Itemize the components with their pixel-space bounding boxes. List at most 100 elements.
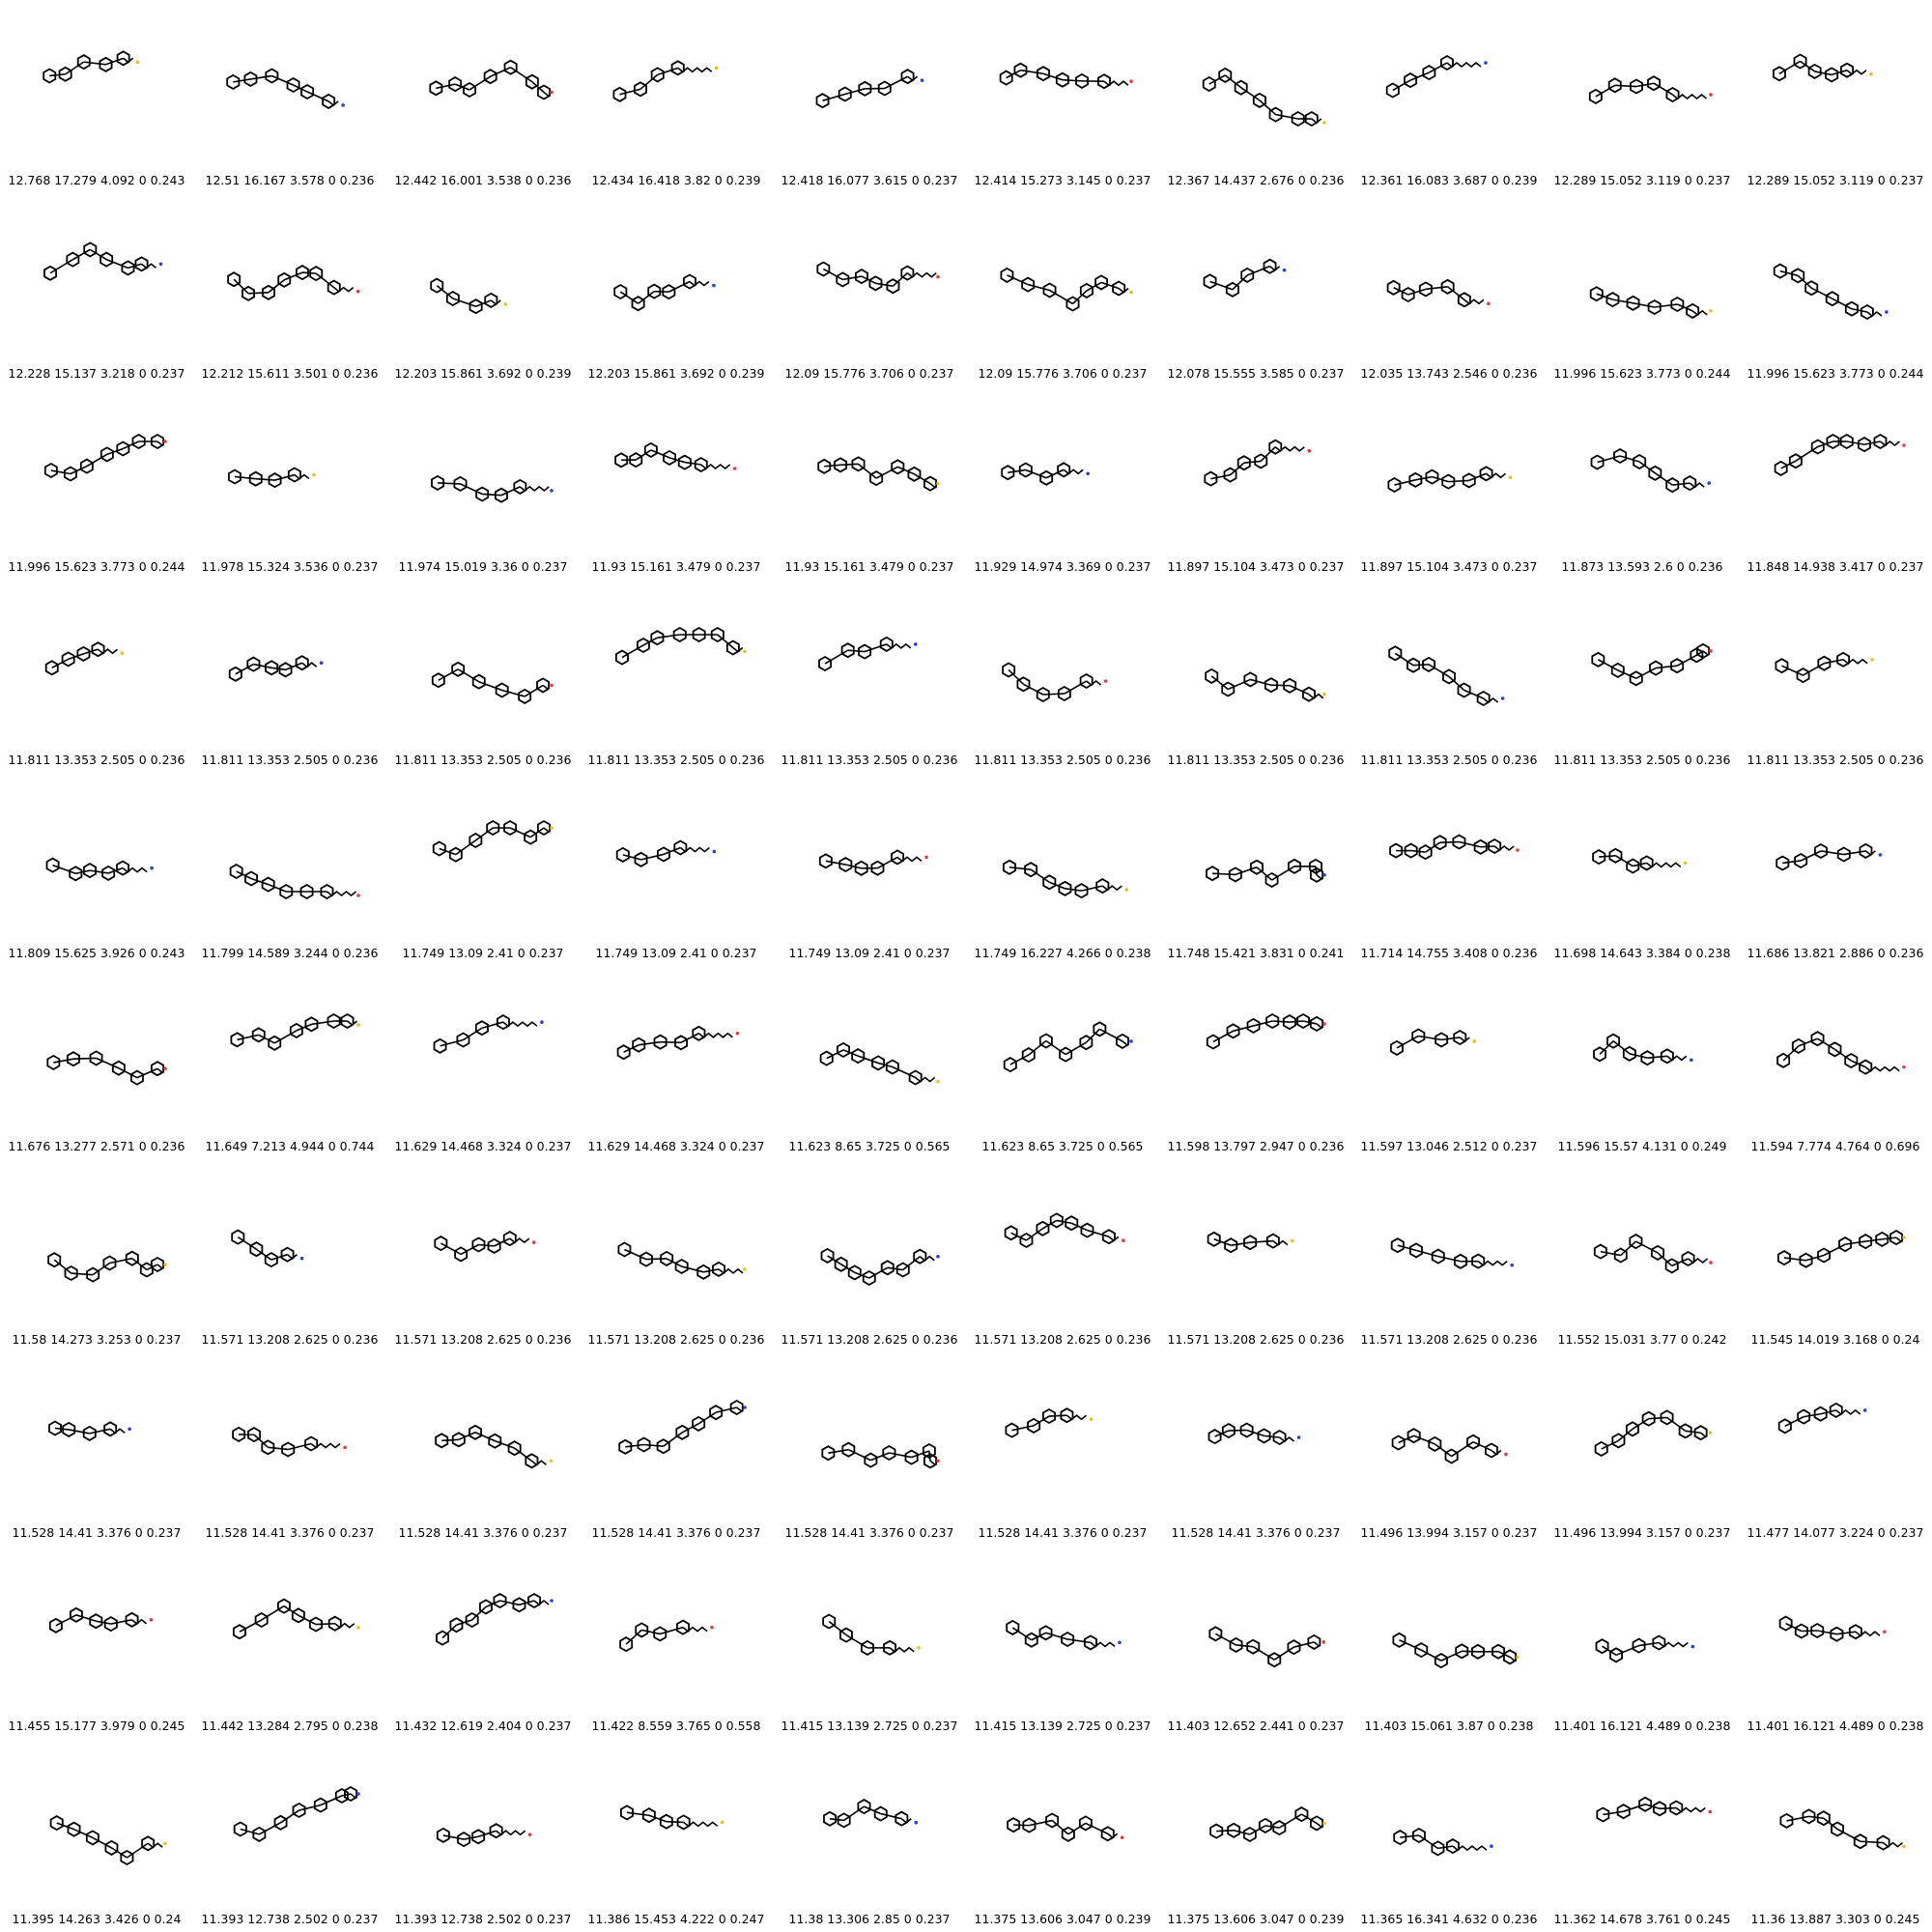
heteroatom (356, 1625, 360, 1630)
chain-bond (1810, 287, 1833, 299)
chain-bond (65, 61, 85, 75)
molecule-structure (1594, 1409, 1713, 1457)
ring-bond (885, 1059, 899, 1075)
chain-bond (1860, 1840, 1884, 1844)
chain-bond (110, 1619, 132, 1625)
ring-bond (430, 277, 444, 294)
ring-bond (650, 630, 665, 646)
molecule-score-label: 12.768 17.279 4.092 0 0.243 (8, 173, 185, 187)
grid-cell: 11.996 15.623 3.773 0 0.244 (1739, 193, 1932, 386)
chain-bond (463, 1835, 479, 1840)
molecule-score-label: 11.442 13.284 2.795 0 0.238 (201, 1719, 379, 1733)
molecule-score-label: 11.996 15.623 3.773 0 0.244 (1747, 366, 1924, 381)
alkyl-chain (1866, 310, 1883, 318)
chain-bond (1289, 1020, 1304, 1023)
ring-bond (1778, 1615, 1793, 1632)
molecule-structure (1772, 53, 1873, 83)
ring-bond (1389, 842, 1404, 859)
chain-bond (250, 74, 272, 80)
ring-bond (1788, 453, 1803, 469)
chain-bond (107, 867, 124, 874)
chain-bond (1009, 866, 1032, 871)
chain-bond (1252, 1646, 1275, 1661)
ring-bond (1632, 1637, 1646, 1654)
molecule-score-label: 11.686 13.821 2.886 0 0.236 (1747, 946, 1924, 960)
ring-bond (1208, 1429, 1222, 1445)
chain-bond (1595, 84, 1616, 98)
heteroatom (743, 649, 747, 654)
ring-bond (635, 1622, 649, 1638)
grid-cell: 11.393 12.738 2.502 0 0.237 (386, 1739, 580, 1932)
ring-bond (134, 256, 149, 272)
ring-bond (76, 54, 91, 71)
ring-bond (641, 1807, 656, 1824)
grid-cell: 11.528 14.41 3.376 0 0.237 (386, 1352, 580, 1546)
chain-bond (56, 1822, 74, 1831)
ring-bond (1479, 466, 1493, 482)
chain-bond (477, 1830, 497, 1838)
heteroatom (549, 1459, 554, 1463)
ring-bond (289, 1022, 303, 1038)
heteroatom (1321, 1640, 1326, 1644)
ring-bond (1647, 298, 1662, 316)
ring-bond (1074, 883, 1089, 899)
chain-bond (1293, 1641, 1315, 1648)
heteroatom (1708, 1431, 1713, 1435)
chain-bond (827, 1255, 842, 1265)
ring-bond (116, 440, 130, 457)
chain-bond (457, 668, 480, 683)
heteroatom (1709, 309, 1713, 313)
heteroatom (540, 1020, 544, 1024)
chain-bond (1814, 71, 1833, 76)
ring-bond (1590, 454, 1605, 470)
ring-bond (663, 449, 676, 466)
alkyl-chain (509, 1237, 530, 1244)
chain-bond (1272, 1020, 1290, 1023)
alkyl-chain (682, 1626, 708, 1633)
chain-bond (641, 1629, 661, 1635)
molecule-structure (232, 1598, 360, 1640)
ring-bond (103, 1616, 118, 1633)
chain-bond (1601, 1439, 1619, 1450)
ring-bond (1695, 642, 1711, 659)
chain-bond (438, 482, 461, 485)
molecule-structure (431, 474, 554, 503)
chain-bond (268, 1446, 289, 1451)
ring-bond (1422, 656, 1435, 672)
grid-cell: 11.455 15.177 3.979 0 0.245 (0, 1546, 193, 1739)
ring-bond (1393, 1830, 1407, 1846)
chain-bond (311, 1020, 334, 1026)
alkyl-chain (1269, 266, 1281, 271)
ring-bond (48, 1617, 63, 1634)
ring-bond (1203, 273, 1217, 290)
ring-bond (1591, 651, 1605, 668)
alkyl-chain (327, 100, 339, 106)
chain-bond (666, 1258, 683, 1267)
molecule-score-label: 12.203 15.861 3.692 0 0.239 (394, 366, 572, 381)
molecule-score-label: 11.375 13.606 3.047 0 0.239 (974, 1912, 1151, 1926)
ring-bond (820, 1247, 835, 1264)
molecule-structure (1007, 1812, 1124, 1842)
chain-bond (89, 248, 107, 261)
heteroatom (1118, 1640, 1122, 1645)
chain-bond (439, 847, 457, 856)
ring-bond (1839, 433, 1854, 450)
chain-bond (92, 1262, 110, 1276)
ring-bond (227, 469, 242, 485)
ring-bond (1814, 842, 1828, 860)
alkyl-chain (889, 1646, 915, 1653)
heteroatom (135, 60, 140, 65)
chain-bond (1398, 1435, 1414, 1444)
ring-bond (1229, 1636, 1243, 1653)
heteroatom (1322, 1821, 1326, 1826)
heteroatom (1508, 475, 1513, 480)
chain-bond (1415, 1249, 1438, 1258)
chain-bond (1617, 669, 1637, 680)
chain-bond (1212, 1030, 1234, 1043)
chain-bond (1042, 72, 1064, 81)
ring-bond (612, 86, 627, 102)
chain-bond (1677, 303, 1693, 312)
ring-bond (1065, 296, 1080, 312)
alkyl-chain (310, 1442, 341, 1449)
ring-bond (1669, 1800, 1684, 1816)
